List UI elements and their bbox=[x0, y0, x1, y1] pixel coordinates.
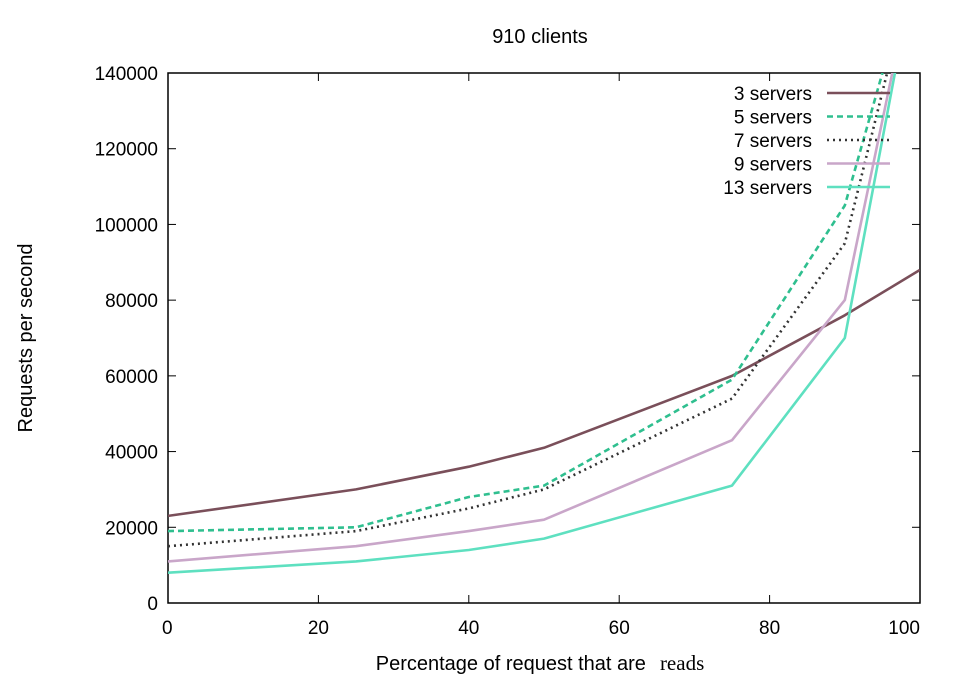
series-layer bbox=[168, 73, 920, 574]
y-tick-label: 80000 bbox=[105, 291, 158, 312]
x-tick-label: 0 bbox=[162, 618, 173, 639]
legend-label: 9 servers bbox=[734, 155, 812, 176]
y-axis: 0 20000 40000 60000 80000 100000 120000 140000 bbox=[95, 64, 920, 615]
y-tick-label: 60000 bbox=[105, 367, 158, 388]
x-tick-label: 20 bbox=[308, 618, 329, 639]
series-line bbox=[168, 73, 884, 533]
legend-label: 7 servers bbox=[734, 131, 812, 152]
x-axis: 0 20 40 60 80 100 bbox=[162, 73, 921, 639]
y-tick-label: 120000 bbox=[95, 140, 158, 161]
x-tick-label: 60 bbox=[609, 618, 630, 639]
x-axis-label-emphasis: reads bbox=[660, 651, 704, 675]
y-axis-label: Requests per second bbox=[15, 243, 37, 432]
x-axis-label: Percentage of request that are reads bbox=[376, 651, 705, 675]
y-tick-label: 20000 bbox=[105, 518, 158, 539]
y-tick-label: 40000 bbox=[105, 443, 158, 464]
legend-label: 13 servers bbox=[723, 178, 812, 199]
series-line bbox=[168, 73, 894, 563]
series-line bbox=[168, 73, 897, 574]
chart-title: 910 clients bbox=[492, 26, 588, 48]
series-line bbox=[168, 73, 889, 548]
x-axis-label-text: Percentage of request that are bbox=[376, 653, 646, 675]
plot-frame bbox=[167, 72, 921, 604]
y-tick-label: 100000 bbox=[95, 215, 158, 236]
y-tick-label: 0 bbox=[147, 594, 158, 615]
x-tick-label: 100 bbox=[888, 618, 920, 639]
x-tick-label: 80 bbox=[759, 618, 780, 639]
x-tick-label: 40 bbox=[458, 618, 479, 639]
legend-label: 3 servers bbox=[734, 84, 812, 105]
legend-label: 5 servers bbox=[734, 108, 812, 129]
y-tick-label: 140000 bbox=[95, 64, 158, 85]
series-line bbox=[168, 268, 920, 518]
